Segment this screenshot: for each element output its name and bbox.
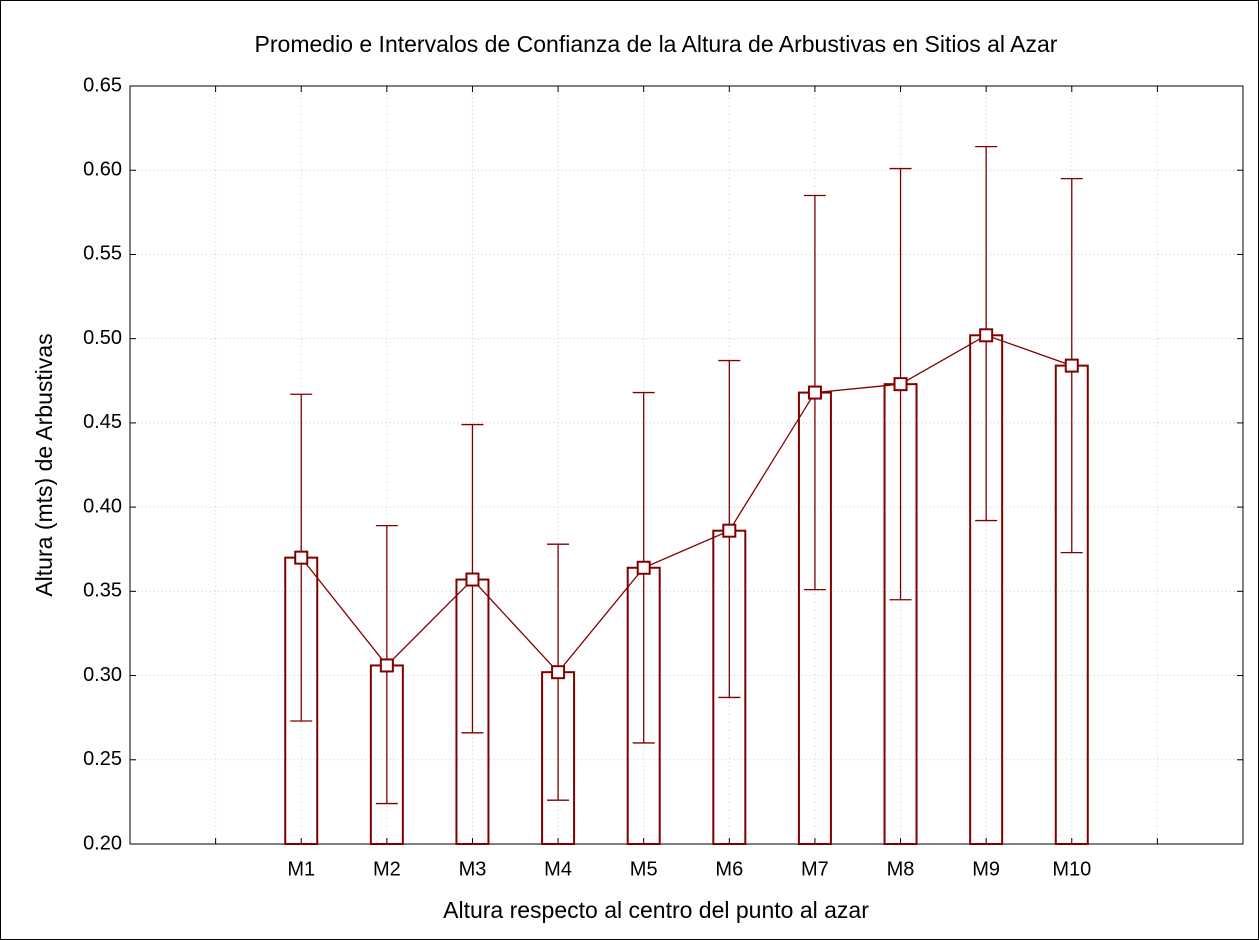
x-tick-label: M10 bbox=[1052, 858, 1091, 880]
y-tick-label: 0.25 bbox=[83, 748, 122, 770]
y-tick-label: 0.30 bbox=[83, 664, 122, 686]
y-tick-label: 0.20 bbox=[83, 832, 122, 854]
x-tick-label: M5 bbox=[630, 858, 658, 880]
mean-marker bbox=[979, 328, 994, 343]
mean-marker bbox=[379, 658, 394, 673]
mean-marker bbox=[294, 550, 309, 565]
mean-marker bbox=[722, 523, 737, 538]
x-tick-label: M6 bbox=[715, 858, 743, 880]
mean-marker bbox=[893, 377, 908, 392]
mean-marker bbox=[636, 560, 651, 575]
mean-marker bbox=[807, 385, 822, 400]
x-tick-label: M1 bbox=[287, 858, 315, 880]
x-tick-label: M8 bbox=[887, 858, 915, 880]
x-tick-label: M3 bbox=[459, 858, 487, 880]
y-tick-label: 0.40 bbox=[83, 495, 122, 517]
plot-frame bbox=[129, 85, 1244, 845]
x-tick-label: M2 bbox=[373, 858, 401, 880]
x-tick-label: M9 bbox=[972, 858, 1000, 880]
mean-marker bbox=[465, 572, 480, 587]
mean-line bbox=[300, 334, 1072, 674]
y-tick-label: 0.60 bbox=[83, 159, 122, 181]
y-axis-label: Altura (mts) de Arbustivas bbox=[31, 333, 57, 596]
y-tick-label: 0.45 bbox=[83, 411, 122, 433]
x-tick-label: M7 bbox=[801, 858, 829, 880]
y-tick-label: 0.35 bbox=[83, 580, 122, 602]
chart-title: Promedio e Intervalos de Confianza de la… bbox=[255, 31, 1058, 57]
mean-marker bbox=[1064, 358, 1079, 373]
y-tick-label: 0.55 bbox=[83, 243, 122, 265]
y-tick-label: 0.65 bbox=[83, 74, 122, 96]
x-tick-label: M4 bbox=[544, 858, 572, 880]
y-tick-label: 0.50 bbox=[83, 327, 122, 349]
mean-marker bbox=[551, 665, 566, 680]
x-axis-label: Altura respecto al centro del punto al a… bbox=[443, 897, 869, 923]
